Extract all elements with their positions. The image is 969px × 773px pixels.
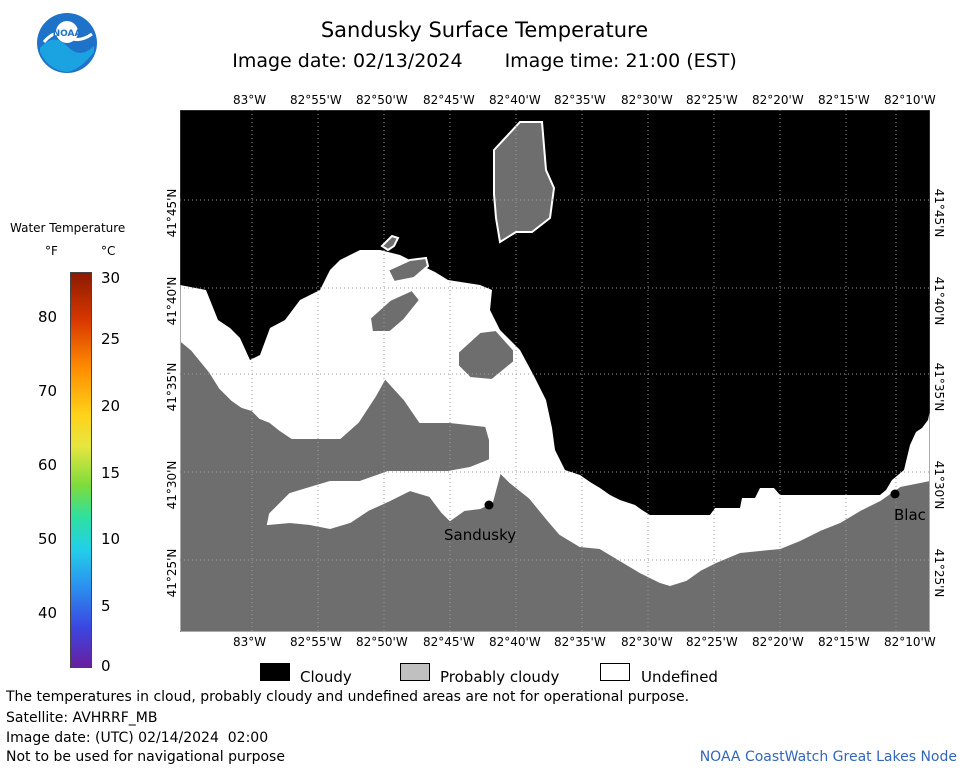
- island-3: [368, 288, 422, 333]
- satellite-text: Satellite: AVHRRF_MB: [6, 710, 158, 726]
- image-time: Image time: 21:00 (EST): [504, 50, 737, 72]
- lat-label-left: 41°25'N: [165, 548, 179, 598]
- lat-label-right: 41°40'N: [932, 276, 946, 326]
- graticule: [180, 110, 930, 632]
- lat-label-right: 41°35'N: [932, 362, 946, 412]
- lon-label-bottom: 82°40'W: [489, 635, 541, 649]
- unit-c-label: °C: [101, 244, 116, 258]
- credit-text: NOAA CoastWatch Great Lakes Node: [699, 749, 957, 765]
- lon-label-top: 82°50'W: [356, 93, 408, 107]
- legend-title: Water Temperature: [10, 221, 126, 235]
- lon-label-top: 82°45'W: [423, 93, 475, 107]
- image-date: Image date: 02/13/2024: [232, 50, 463, 72]
- undefined-label: Undefined: [641, 668, 718, 686]
- lon-label-bottom: 82°30'W: [621, 635, 673, 649]
- cloudy-label: Cloudy: [300, 668, 352, 686]
- lon-label-bottom: 82°50'W: [356, 635, 408, 649]
- probably-cloudy-swatch: [400, 663, 430, 681]
- lat-label-left: 41°45'N: [165, 188, 179, 238]
- unit-f-label: °F: [45, 244, 58, 258]
- noaa-logo-icon: NOAA: [37, 13, 97, 73]
- c-tick: 5: [101, 597, 111, 615]
- island-4: [386, 256, 430, 284]
- cloudy-region: [180, 110, 930, 515]
- temperature-colorbar: [70, 272, 92, 668]
- lon-label-top: 82°20'W: [752, 93, 804, 107]
- blac-label: Blac: [894, 506, 926, 524]
- undefined-swatch: [600, 663, 630, 681]
- lon-label-bottom: 82°45'W: [423, 635, 475, 649]
- lat-label-left: 41°30'N: [165, 460, 179, 510]
- island-5: [380, 234, 400, 252]
- lon-label-bottom: 82°55'W: [290, 635, 342, 649]
- c-tick: 25: [101, 330, 121, 348]
- utc-date-text: Image date: (UTC) 02/14/2024 02:00: [6, 730, 269, 746]
- lat-label-right: 41°45'N: [932, 188, 946, 238]
- lon-label-top: 82°25'W: [686, 93, 738, 107]
- cloudy-swatch: [260, 663, 290, 681]
- disclaimer-text: The temperatures in cloud, probably clou…: [6, 689, 690, 705]
- island-2: [457, 328, 515, 382]
- f-tick: 70: [38, 382, 58, 400]
- c-tick: 0: [101, 657, 111, 675]
- c-tick: 20: [101, 397, 121, 415]
- island-1: [493, 121, 556, 244]
- f-tick: 60: [38, 456, 58, 474]
- lon-label-bottom: 82°35'W: [554, 635, 606, 649]
- probably-cloudy-label: Probably cloudy: [440, 668, 560, 686]
- sandusky-marker: [484, 500, 494, 510]
- lon-label-top: 82°15'W: [818, 93, 870, 107]
- logo-text: NOAA: [53, 29, 82, 39]
- lon-label-bottom: 82°10'W: [884, 635, 936, 649]
- lon-label-top: 82°10'W: [884, 93, 936, 107]
- lon-label-top: 82°40'W: [489, 93, 541, 107]
- c-tick: 15: [101, 464, 121, 482]
- f-tick: 80: [38, 308, 58, 326]
- lon-label-top: 83°W: [233, 93, 267, 107]
- probably-cloudy-land: [180, 338, 930, 632]
- nav-warning-text: Not to be used for navigational purpose: [6, 749, 285, 765]
- blac-marker: [890, 489, 900, 499]
- colorbar-tick-marks: [92, 272, 98, 668]
- f-tick: 40: [38, 604, 58, 622]
- sandusky-label: Sandusky: [444, 526, 516, 544]
- lon-label-bottom: 82°25'W: [686, 635, 738, 649]
- lat-label-right: 41°30'N: [932, 460, 946, 510]
- page-title: Sandusky Surface Temperature: [320, 18, 649, 42]
- lon-label-bottom: 82°15'W: [818, 635, 870, 649]
- map-panel: Sandusky Blac: [180, 110, 930, 632]
- lat-label-left: 41°40'N: [165, 276, 179, 326]
- lat-label-right: 41°25'N: [932, 548, 946, 598]
- lon-label-top: 82°55'W: [290, 93, 342, 107]
- lon-label-bottom: 82°20'W: [752, 635, 804, 649]
- f-tick: 50: [38, 530, 58, 548]
- lon-label-top: 82°30'W: [621, 93, 673, 107]
- image-datetime: Image date: 02/13/2024 Image time: 21:00 …: [0, 50, 969, 72]
- c-tick: 10: [101, 530, 121, 548]
- lon-label-bottom: 83°W: [233, 635, 267, 649]
- lat-label-left: 41°35'N: [165, 362, 179, 412]
- c-tick: 30: [101, 269, 121, 287]
- lon-label-top: 82°35'W: [554, 93, 606, 107]
